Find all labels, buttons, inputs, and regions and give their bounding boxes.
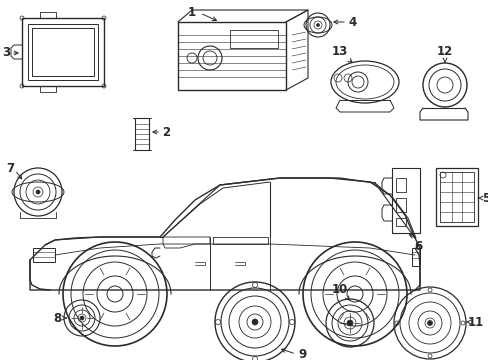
Bar <box>439 172 473 222</box>
Text: 7: 7 <box>6 162 14 175</box>
Text: 8: 8 <box>54 311 62 324</box>
Bar <box>22 18 104 86</box>
Bar <box>28 24 98 80</box>
Text: 4: 4 <box>347 15 356 28</box>
Text: 3: 3 <box>2 46 10 59</box>
Bar <box>391 168 419 233</box>
Circle shape <box>346 320 352 326</box>
Bar <box>135 118 149 150</box>
Text: 10: 10 <box>331 283 347 296</box>
Text: 9: 9 <box>297 348 305 360</box>
Text: 12: 12 <box>436 45 452 58</box>
Text: 11: 11 <box>467 315 483 328</box>
Bar <box>33 248 55 262</box>
Bar <box>178 22 285 90</box>
Bar <box>435 168 477 226</box>
Text: 6: 6 <box>413 240 421 253</box>
Bar <box>395 198 405 212</box>
Bar <box>395 178 405 192</box>
Circle shape <box>316 23 319 27</box>
Bar <box>229 30 278 48</box>
Bar <box>395 218 405 226</box>
Circle shape <box>36 190 40 194</box>
Circle shape <box>251 319 258 325</box>
Text: 13: 13 <box>331 45 347 58</box>
Text: 1: 1 <box>187 5 196 18</box>
Text: 2: 2 <box>162 126 170 139</box>
Circle shape <box>427 320 431 325</box>
Bar <box>411 248 419 266</box>
Circle shape <box>80 316 84 320</box>
Text: 5: 5 <box>481 192 488 204</box>
Bar <box>32 28 94 76</box>
